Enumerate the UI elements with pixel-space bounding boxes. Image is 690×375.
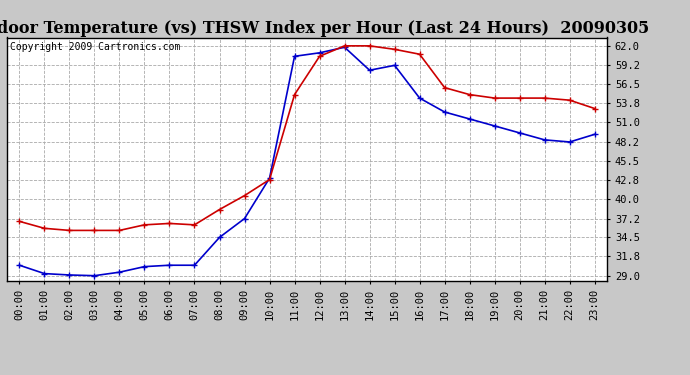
Title: Outdoor Temperature (vs) THSW Index per Hour (Last 24 Hours)  20090305: Outdoor Temperature (vs) THSW Index per …	[0, 20, 650, 38]
Text: Copyright 2009 Cartronics.com: Copyright 2009 Cartronics.com	[10, 42, 180, 52]
